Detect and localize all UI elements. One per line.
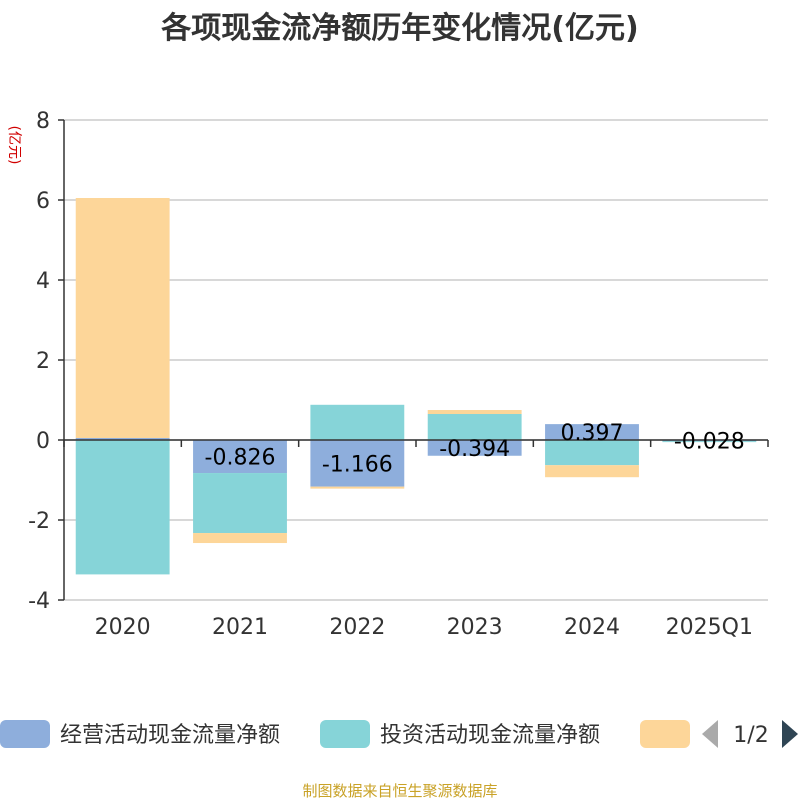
legend-label[interactable]: 投资活动现金流量净额 (380, 723, 600, 748)
y-tick-label: 8 (36, 109, 50, 134)
data-labels-layer: -0.826 -1.166 -0.394 0.397 -0.028 (205, 421, 745, 477)
data-label: -0.826 (205, 446, 276, 471)
data-label: 0.397 (561, 421, 624, 446)
legend: 经营活动现金流量净额 投资活动现金流量净额 1/2 (0, 720, 798, 748)
y-tick-label: 2 (36, 349, 50, 374)
bar-series-1-2024 (545, 424, 639, 440)
y-tick-label: 0 (36, 429, 50, 454)
y-tick-label: 6 (36, 189, 50, 214)
y-tick-label: -2 (28, 509, 50, 534)
data-label: -0.028 (674, 430, 745, 455)
bar-series-3-2020 (75, 198, 170, 438)
axes-layer: 8 6 4 2 0 -2 -4 2020 2021 2022 2023 2024 2025Q1 (28, 109, 769, 640)
bar-series-2-2020 (75, 440, 170, 575)
y-axis-unit-label: (亿元) (6, 126, 22, 165)
x-tick-label: 2020 (95, 615, 151, 640)
bar-series-3-2023 (427, 410, 522, 414)
bar-series-3-2024 (545, 465, 639, 478)
bars-layer (75, 198, 757, 575)
y-tick-label: -4 (28, 589, 50, 614)
y-tick-label: 4 (36, 269, 50, 294)
legend-swatch-series-2[interactable] (320, 720, 370, 748)
bar-series-3-2022 (310, 486, 405, 489)
legend-swatch-series-3[interactable] (640, 720, 690, 748)
legend-swatch-series-1[interactable] (0, 720, 50, 748)
x-tick-label: 2024 (564, 615, 620, 640)
x-tick-label: 2023 (447, 615, 503, 640)
bar-series-2-2022 (310, 404, 405, 440)
data-label: -0.394 (439, 437, 510, 462)
bar-series-3-2021 (193, 533, 287, 544)
bar-series-2-2025Q1 (662, 441, 757, 443)
legend-next-page-icon[interactable] (782, 720, 798, 748)
bar-series-1-2022 (310, 440, 405, 487)
x-tick-label: 2022 (329, 615, 385, 640)
x-tick-label: 2021 (212, 615, 268, 640)
bar-series-1-2020 (75, 438, 170, 440)
legend-page-indicator: 1/2 (733, 723, 768, 748)
bar-series-2-2023 (427, 414, 522, 440)
bar-series-2-2024 (545, 440, 639, 466)
chart-title: 各项现金流净额历年变化情况(亿元) (160, 11, 638, 46)
source-note: 制图数据来自恒生聚源数据库 (302, 782, 497, 800)
x-tick-label: 2025Q1 (666, 615, 753, 640)
bar-series-1-2021 (193, 440, 287, 474)
legend-prev-page-icon[interactable] (702, 720, 718, 748)
data-label: -1.166 (322, 452, 393, 477)
bar-series-1-2023 (427, 440, 522, 456)
legend-label[interactable]: 经营活动现金流量净额 (60, 723, 280, 748)
bar-series-2-2021 (193, 473, 287, 534)
